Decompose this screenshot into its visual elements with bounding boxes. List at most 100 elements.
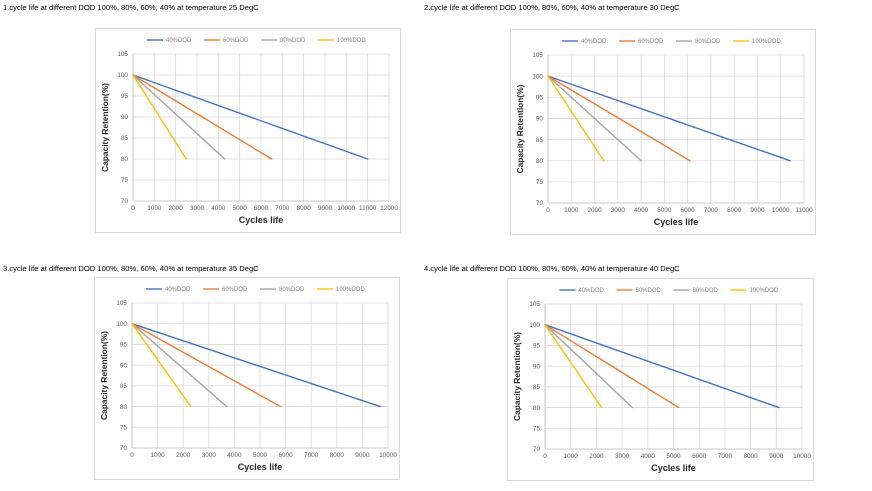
series-line-80pctdod bbox=[132, 74, 226, 160]
x-tick-label: 1000 bbox=[564, 207, 579, 214]
chart-frame bbox=[510, 29, 816, 235]
series-line-40pctdod bbox=[547, 75, 791, 162]
legend-label: 80%DOD bbox=[279, 287, 305, 293]
chart-frame bbox=[507, 278, 814, 481]
chart-3-title: 3.cycle life at different DOD 100%, 80%,… bbox=[3, 264, 259, 273]
y-tick-label: 105 bbox=[117, 51, 128, 58]
series-line-60pctdod bbox=[544, 324, 680, 409]
x-tick-label: 4000 bbox=[634, 207, 649, 214]
y-tick-label: 90 bbox=[120, 362, 128, 369]
y-tick-label: 95 bbox=[533, 343, 541, 350]
x-tick-label: 2000 bbox=[589, 453, 604, 460]
x-tick-label: 10000 bbox=[793, 453, 811, 460]
y-tick-label: 80 bbox=[120, 404, 128, 411]
y-tick-label: 80 bbox=[533, 405, 541, 412]
legend-label: 60%DOD bbox=[223, 38, 249, 44]
y-tick-label: 95 bbox=[536, 94, 544, 101]
x-tick-label: 11000 bbox=[795, 207, 813, 214]
chart-1-title: 1.cycle life at different DOD 100%, 80%,… bbox=[3, 3, 259, 12]
y-tick-label: 100 bbox=[116, 321, 127, 328]
legend-label: 100%DOD bbox=[752, 39, 781, 45]
series-line-60pctdod bbox=[132, 74, 273, 160]
x-axis-title: Cycles life bbox=[238, 462, 283, 472]
y-tick-label: 80 bbox=[536, 158, 544, 165]
chart-2-title: 2.cycle life at different DOD 100%, 80%,… bbox=[424, 3, 680, 12]
y-tick-label: 85 bbox=[121, 135, 129, 142]
y-tick-label: 85 bbox=[536, 137, 544, 144]
y-axis-title: Capacity Retention(%) bbox=[512, 332, 522, 421]
x-tick-label: 7000 bbox=[275, 205, 290, 212]
x-tick-label: 4000 bbox=[227, 452, 242, 459]
series-line-60pctdod bbox=[547, 75, 691, 162]
x-tick-label: 6000 bbox=[278, 452, 293, 459]
y-tick-label: 100 bbox=[532, 73, 543, 80]
y-tick-label: 75 bbox=[121, 177, 129, 184]
x-tick-label: 3000 bbox=[615, 453, 630, 460]
y-axis-title: Capacity Retention(%) bbox=[100, 83, 110, 172]
legend-label: 60%DOD bbox=[222, 287, 248, 293]
chart-1: 70 75 80 85 90 95 100 105 0 1000 2000 3000 4000 5000 6… bbox=[95, 28, 401, 233]
series-line-40pctdod bbox=[544, 324, 780, 409]
x-tick-label: 7000 bbox=[704, 207, 719, 214]
series-line-80pctdod bbox=[547, 75, 642, 162]
legend-label: 80%DOD bbox=[695, 39, 721, 45]
x-tick-label: 4000 bbox=[641, 453, 656, 460]
y-tick-label: 80 bbox=[121, 156, 129, 163]
x-tick-label: 5000 bbox=[657, 207, 672, 214]
x-tick-label: 6000 bbox=[254, 205, 269, 212]
x-tick-label: 0 bbox=[130, 452, 134, 459]
y-tick-label: 70 bbox=[533, 446, 541, 453]
legend-label: 80%DOD bbox=[280, 38, 306, 44]
chart-frame bbox=[94, 277, 400, 480]
y-tick-label: 105 bbox=[116, 300, 127, 307]
y-axis-title: Capacity Retention(%) bbox=[99, 331, 109, 420]
series-line-100pctdod bbox=[132, 74, 188, 160]
y-tick-label: 90 bbox=[536, 116, 544, 123]
chart-3: 70 75 80 85 90 95 100 105 0 1000 2000 3000 4000 5000 6… bbox=[94, 277, 400, 480]
x-tick-label: 10000 bbox=[772, 207, 790, 214]
y-tick-label: 75 bbox=[120, 424, 128, 431]
series-line-80pctdod bbox=[131, 323, 228, 408]
x-tick-label: 11000 bbox=[359, 205, 377, 212]
y-tick-label: 70 bbox=[120, 445, 128, 452]
x-tick-label: 9000 bbox=[769, 453, 784, 460]
y-tick-label: 95 bbox=[120, 342, 128, 349]
y-tick-label: 105 bbox=[532, 52, 543, 59]
x-tick-label: 7000 bbox=[718, 453, 733, 460]
x-tick-label: 4000 bbox=[211, 205, 226, 212]
y-tick-label: 85 bbox=[120, 383, 128, 390]
x-tick-label: 5000 bbox=[666, 453, 681, 460]
chart-4: 70 75 80 85 90 95 100 105 0 1000 2000 3000 4000 5000 6… bbox=[507, 278, 814, 481]
y-tick-label: 105 bbox=[529, 301, 540, 308]
x-tick-label: 2000 bbox=[587, 207, 602, 214]
legend-label: 80%DOD bbox=[693, 288, 719, 294]
chart-2: 70 75 80 85 90 95 100 105 0 1000 2000 3000 4000 5000 6… bbox=[510, 29, 816, 235]
x-tick-label: 8000 bbox=[297, 205, 312, 212]
x-axis-title: Cycles life bbox=[651, 463, 696, 473]
x-tick-label: 8000 bbox=[330, 452, 345, 459]
x-tick-label: 8000 bbox=[727, 207, 742, 214]
series-line-40pctdod bbox=[132, 74, 369, 160]
y-tick-label: 70 bbox=[536, 200, 544, 207]
x-tick-label: 5000 bbox=[233, 205, 248, 212]
legend-label: 60%DOD bbox=[638, 39, 664, 45]
x-tick-label: 1000 bbox=[564, 453, 579, 460]
x-tick-label: 3000 bbox=[202, 452, 217, 459]
y-tick-label: 100 bbox=[117, 72, 128, 79]
series-line-100pctdod bbox=[131, 323, 192, 408]
x-tick-label: 0 bbox=[543, 453, 547, 460]
legend-label: 40%DOD bbox=[166, 38, 192, 44]
series-line-40pctdod bbox=[131, 323, 382, 408]
y-tick-label: 75 bbox=[536, 179, 544, 186]
x-tick-label: 8000 bbox=[743, 453, 758, 460]
y-tick-label: 90 bbox=[121, 114, 129, 121]
series-line-60pctdod bbox=[131, 323, 282, 408]
x-tick-label: 9000 bbox=[355, 452, 370, 459]
series-line-100pctdod bbox=[544, 324, 603, 409]
series-line-100pctdod bbox=[547, 75, 605, 162]
legend-label: 100%DOD bbox=[336, 287, 365, 293]
x-tick-label: 3000 bbox=[611, 207, 626, 214]
x-axis-title: Cycles life bbox=[239, 215, 284, 225]
y-tick-label: 95 bbox=[121, 93, 129, 100]
x-tick-label: 2000 bbox=[169, 205, 184, 212]
